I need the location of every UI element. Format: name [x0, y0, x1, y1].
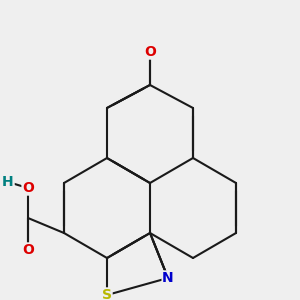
Text: O: O	[22, 243, 34, 257]
Text: N: N	[162, 271, 174, 285]
Text: S: S	[102, 288, 112, 300]
Text: H: H	[2, 175, 14, 189]
Text: O: O	[22, 181, 34, 195]
Text: H: H	[2, 175, 14, 189]
Text: O: O	[144, 45, 156, 59]
